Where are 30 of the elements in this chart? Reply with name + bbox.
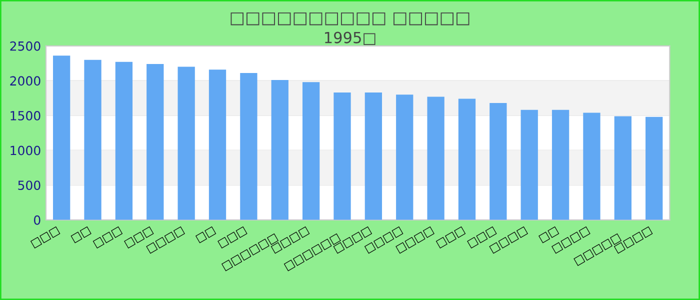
bar bbox=[115, 62, 133, 220]
bar bbox=[84, 60, 102, 220]
y-tick-label: 1500 bbox=[10, 110, 40, 120]
bar bbox=[334, 92, 351, 220]
y-tick-label: 1000 bbox=[10, 146, 40, 156]
bar bbox=[614, 116, 632, 220]
x-tick-label: □□ bbox=[70, 226, 92, 244]
bar bbox=[520, 110, 538, 220]
bar bbox=[302, 82, 320, 220]
bar bbox=[240, 73, 258, 220]
y-tick-label: 2000 bbox=[10, 76, 40, 86]
bar bbox=[646, 116, 663, 220]
bar bbox=[583, 112, 600, 220]
bar bbox=[552, 110, 570, 220]
chart-title: □□□□□□□□□□ □□□□□ bbox=[230, 12, 470, 26]
y-tick-label: 0 bbox=[34, 215, 40, 225]
bar bbox=[364, 92, 382, 220]
y-tick-label: 500 bbox=[18, 180, 40, 190]
bar bbox=[146, 64, 164, 220]
chart-subtitle: 1995□ bbox=[325, 32, 376, 45]
bar bbox=[458, 98, 476, 220]
bar bbox=[396, 94, 414, 220]
bar bbox=[208, 70, 226, 220]
x-tick-label: □□ bbox=[195, 226, 216, 244]
bar bbox=[427, 96, 444, 220]
bar bbox=[271, 80, 288, 220]
y-tick-label: 2500 bbox=[10, 41, 40, 51]
bar bbox=[490, 102, 507, 220]
bar bbox=[178, 66, 195, 220]
bar bbox=[53, 56, 70, 220]
